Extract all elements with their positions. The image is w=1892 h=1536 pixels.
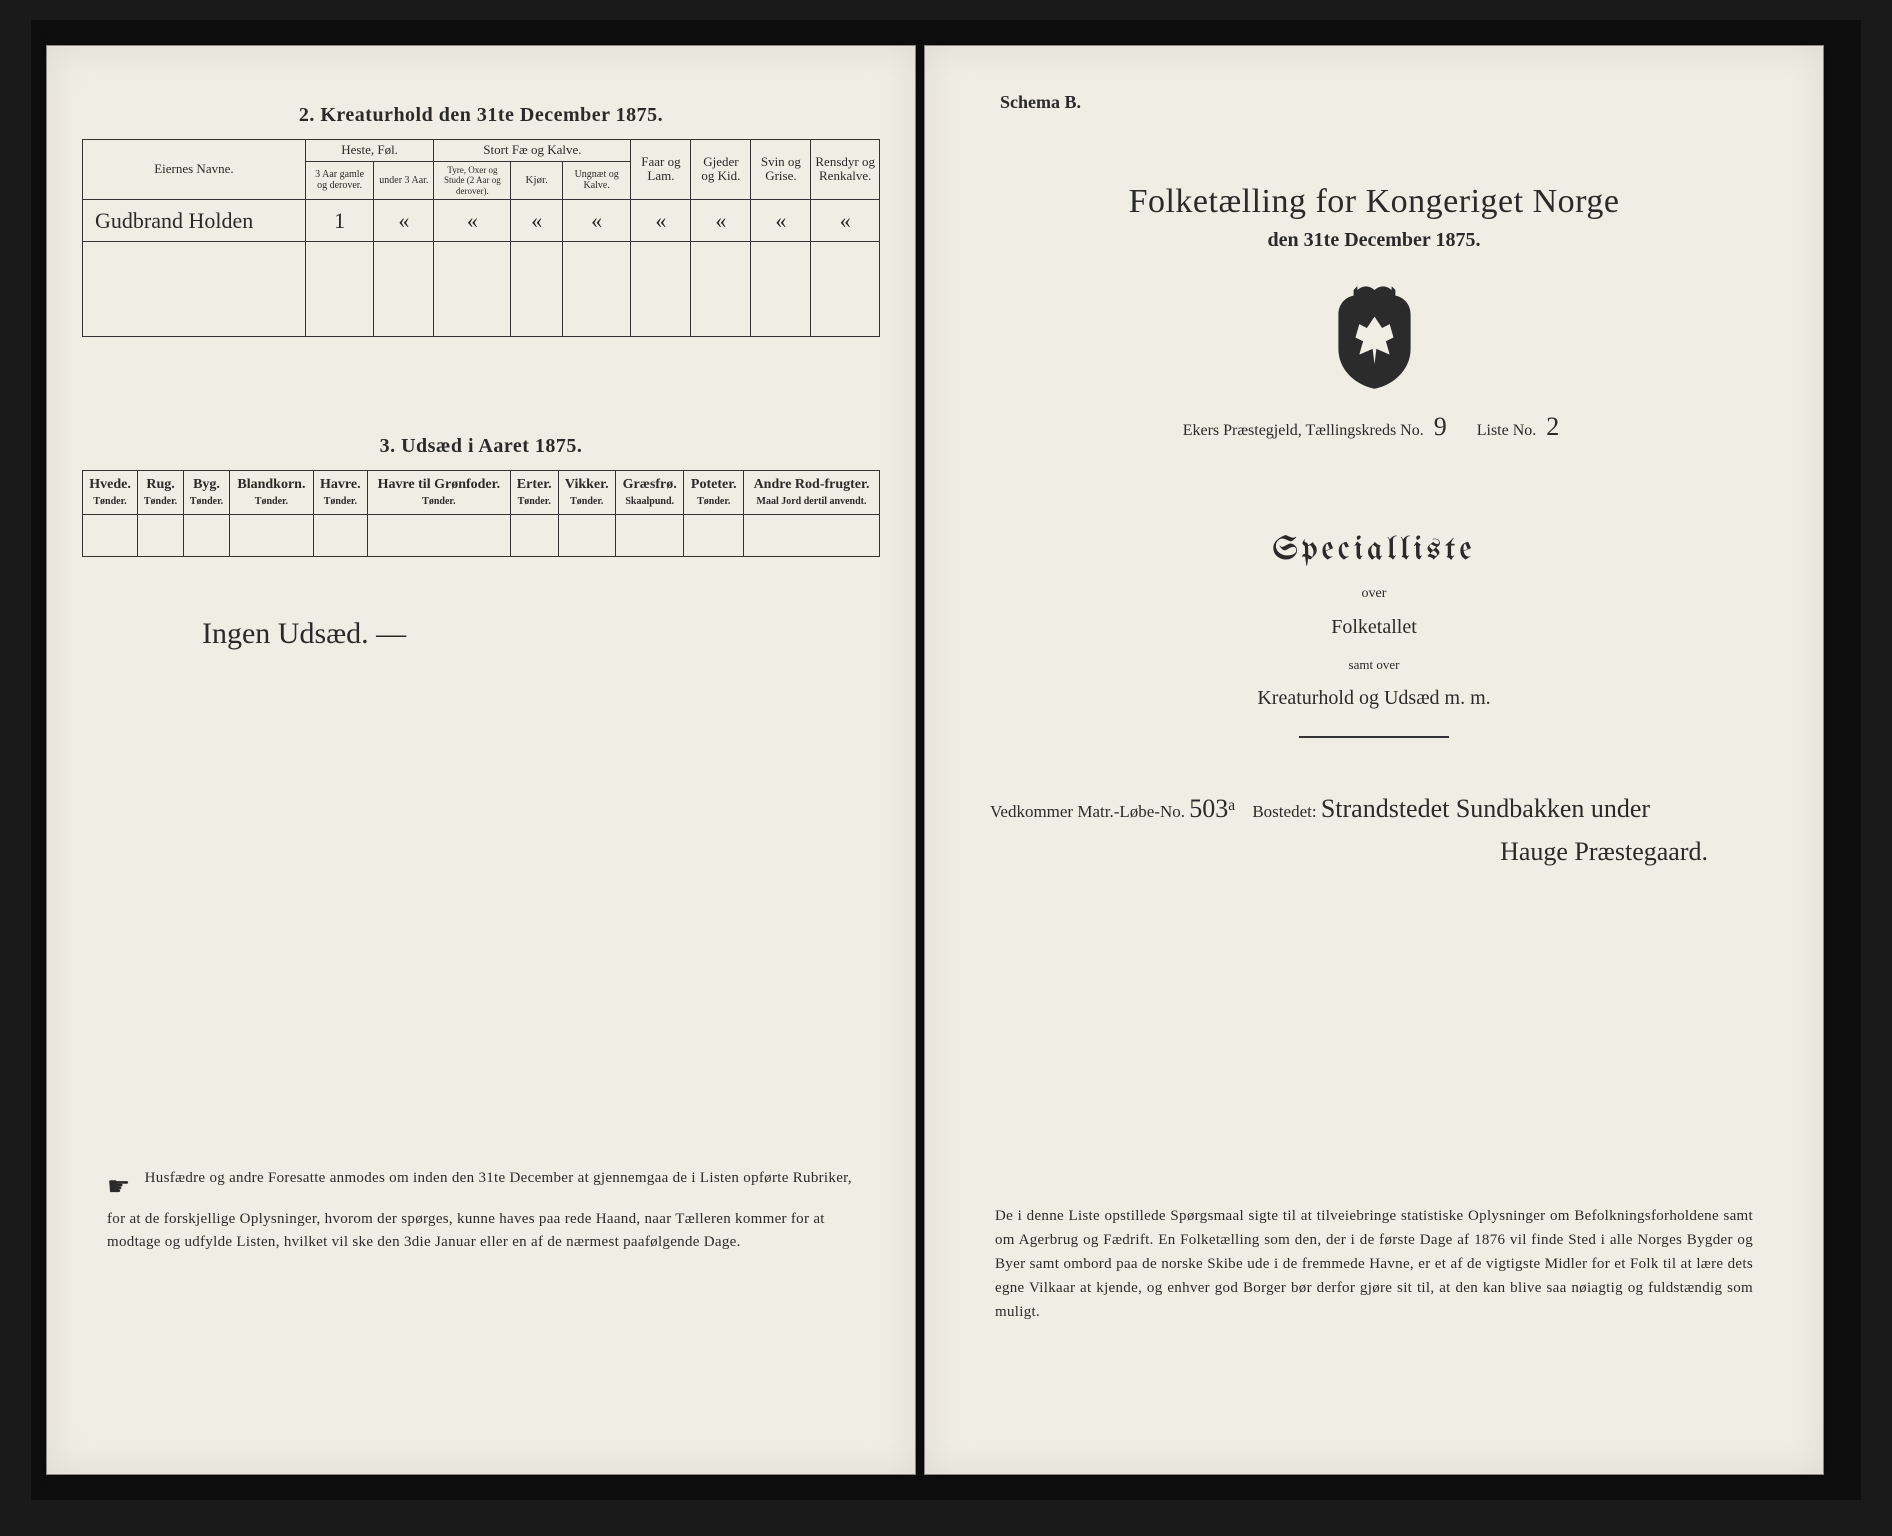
- bosted-value-2: Hauge Præstegaard.: [960, 837, 1788, 867]
- col-faar: Faar og Lam.: [631, 140, 691, 200]
- cell-v9: «: [811, 199, 880, 241]
- coat-of-arms-icon: [1327, 282, 1422, 392]
- samt-label: samt over: [960, 657, 1788, 673]
- udsaed-table: Hvede.Tønder. Rug.Tønder. Byg.Tønder. Bl…: [82, 470, 880, 557]
- cell-v8: «: [751, 199, 811, 241]
- kreds-number: 9: [1428, 412, 1453, 441]
- liste-label: Liste No.: [1477, 422, 1537, 439]
- divider: [1299, 736, 1449, 738]
- cell-v4: «: [511, 199, 562, 241]
- left-footnote: ☛ Husfædre og andre Foresatte anmodes om…: [107, 1167, 855, 1254]
- cell-v7: «: [691, 199, 751, 241]
- table-row-blank: [83, 514, 880, 556]
- specialliste-heading: Specialliste: [960, 532, 1788, 568]
- col-svin: Svin og Grise.: [751, 140, 811, 200]
- kreaturhold-label: Kreaturhold og Udsæd m. m.: [960, 687, 1788, 710]
- u-col-10: Poteter.Tønder.: [684, 470, 744, 514]
- u-col-8: Vikker.Tønder.: [558, 470, 615, 514]
- liste-number: 2: [1540, 412, 1565, 441]
- matr-number: 503ᵃ: [1189, 794, 1235, 823]
- schema-label: Schema B.: [1000, 92, 1788, 113]
- sub-heste-1: 3 Aar gamle og derover.: [305, 161, 374, 199]
- u-col-4: Blandkorn.Tønder.: [229, 470, 313, 514]
- u-col-7: Erter.Tønder.: [510, 470, 558, 514]
- col-gjeder: Gjeder og Kid.: [691, 140, 751, 200]
- u-col-11: Andre Rod-frugter.Maal Jord dertil anven…: [744, 470, 880, 514]
- cell-v6: «: [631, 199, 691, 241]
- meta-line: Ekers Præstegjeld, Tællingskreds No. 9 L…: [960, 412, 1788, 442]
- section3-title: 3. Udsæd i Aaret 1875.: [82, 435, 880, 458]
- u-col-1: Hvede.Tønder.: [83, 470, 138, 514]
- census-title: Folketælling for Kongeriget Norge: [960, 183, 1788, 221]
- bosted-label: Bostedet:: [1252, 802, 1316, 821]
- table-row-blank: [83, 241, 880, 336]
- sub-heste-2: under 3 Aar.: [374, 161, 434, 199]
- matr-label: Vedkommer Matr.-Løbe-No.: [990, 802, 1185, 821]
- grp-fae: Stort Fæ og Kalve.: [434, 140, 631, 162]
- praestegjeld-label: Ekers Præstegjeld, Tællingskreds No.: [1183, 422, 1424, 439]
- cell-v1: 1: [305, 199, 374, 241]
- grp-heste: Heste, Føl.: [305, 140, 434, 162]
- table-row: Gudbrand Holden 1 « « « « « « « «: [83, 199, 880, 241]
- u-col-3: Byg.Tønder.: [184, 470, 230, 514]
- left-page: 2. Kreaturhold den 31te December 1875. E…: [46, 45, 916, 1475]
- right-footnote: De i denne Liste opstillede Spørgsmaal s…: [995, 1204, 1753, 1324]
- cell-v3: «: [434, 199, 511, 241]
- right-page: Schema B. Folketælling for Kongeriget No…: [924, 45, 1824, 1475]
- col-rensdyr: Rensdyr og Renkalve.: [811, 140, 880, 200]
- u-col-5: Havre.Tønder.: [313, 470, 367, 514]
- u-col-2: Rug.Tønder.: [138, 470, 184, 514]
- vedkommer-line: Vedkommer Matr.-Løbe-No. 503ᵃ Bostedet: …: [960, 786, 1788, 833]
- handwritten-udsaed-note: Ingen Udsæd. —: [202, 617, 880, 651]
- footnote-text: Husfædre og andre Foresatte anmodes om i…: [107, 1170, 852, 1250]
- census-subtitle: den 31te December 1875.: [960, 229, 1788, 252]
- over-label: over: [960, 586, 1788, 602]
- folketallet-label: Folketallet: [960, 616, 1788, 639]
- sub-fae-1: Tyre, Oxer og Stude (2 Aar og derover).: [434, 161, 511, 199]
- col-eiernes-navne: Eiernes Navne.: [83, 140, 306, 200]
- sub-fae-3: Ungnæt og Kalve.: [562, 161, 631, 199]
- section2-title: 2. Kreaturhold den 31te December 1875.: [82, 104, 880, 127]
- u-col-6: Havre til Grønfoder.Tønder.: [367, 470, 510, 514]
- cell-owner-name: Gudbrand Holden: [83, 199, 306, 241]
- pointing-hand-icon: ☛: [107, 1167, 131, 1207]
- cell-v5: «: [562, 199, 631, 241]
- bosted-value-1: Strandstedet Sundbakken under: [1321, 794, 1650, 823]
- u-col-9: Græsfrø.Skaalpund.: [615, 470, 684, 514]
- book-spread: 2. Kreaturhold den 31te December 1875. E…: [31, 20, 1861, 1500]
- sub-fae-2: Kjør.: [511, 161, 562, 199]
- kreatur-table: Eiernes Navne. Heste, Føl. Stort Fæ og K…: [82, 139, 880, 337]
- cell-v2: «: [374, 199, 434, 241]
